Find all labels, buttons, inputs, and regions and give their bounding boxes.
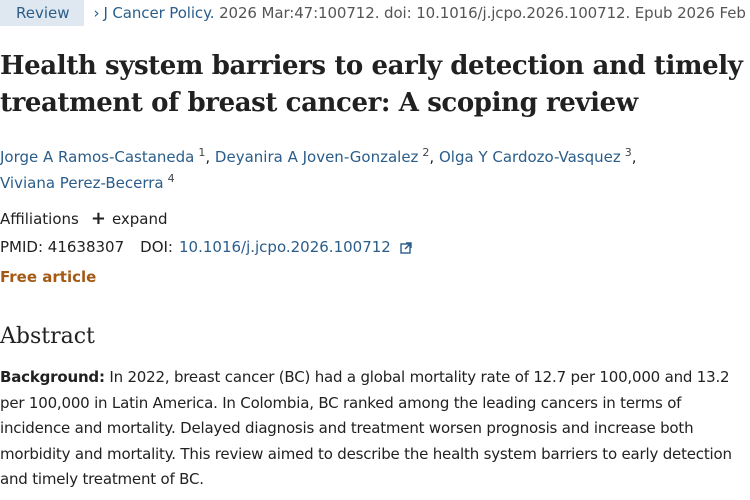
background-text: In 2022, breast cancer (BC) had a global… [0, 368, 732, 488]
external-link-icon [399, 241, 412, 254]
author-list: Jorge A Ramos-Castaneda 1, Deyanira A Jov… [0, 144, 750, 196]
pmid-value: 41638307 [47, 238, 125, 256]
affiliation-number[interactable]: 3 [624, 146, 632, 159]
free-article-badge: Free article [0, 268, 97, 286]
author-item: Olga Y Cardozo-Vasquez 3, [438, 146, 637, 166]
author-item: Deyanira A Joven-Gonzalez 2, [214, 146, 435, 166]
expand-affiliations-button[interactable]: + expand [91, 208, 168, 230]
author-link[interactable]: Jorge A Ramos-Castaneda [0, 148, 195, 166]
affiliation-number[interactable]: 2 [422, 146, 430, 159]
author-item: Viviana Perez-Becerra 4 [0, 172, 175, 192]
publication-type-badge: Review [0, 0, 84, 26]
citation-line: Review › J Cancer Policy. 2026 Mar:47:100… [0, 0, 750, 26]
author-link[interactable]: Olga Y Cardozo-Vasquez [438, 148, 621, 166]
affiliation-number[interactable]: 4 [167, 172, 175, 185]
citation-text: 2026 Mar:47:100712. doi: 10.1016/j.jcpo.… [219, 4, 750, 22]
citation-details: › J Cancer Policy. 2026 Mar:47:100712. do… [94, 4, 750, 22]
author-link[interactable]: Viviana Perez-Becerra [0, 174, 164, 192]
identifiers-row: PMID: 41638307 DOI: 10.1016/j.jcpo.2026.… [0, 236, 412, 258]
author-link[interactable]: Deyanira A Joven-Gonzalez [214, 148, 419, 166]
doi-link[interactable]: 10.1016/j.jcpo.2026.100712 [179, 236, 412, 258]
author-item: Jorge A Ramos-Castaneda 1, [0, 146, 211, 166]
journal-link[interactable]: J Cancer Policy. [103, 4, 215, 22]
background-label: Background: [0, 368, 105, 386]
pmid-label: PMID: [0, 238, 44, 256]
doi-label: DOI: [140, 238, 173, 256]
doi-value: 10.1016/j.jcpo.2026.100712 [179, 238, 391, 256]
abstract-background: Background: In 2022, breast cancer (BC) … [0, 365, 748, 493]
expand-label: expand [111, 210, 168, 228]
affiliations-label: Affiliations [0, 210, 79, 228]
abstract-heading: Abstract [0, 324, 95, 349]
chevron-right-icon: › [93, 4, 100, 22]
article-title: Health system barriers to early detectio… [0, 51, 743, 118]
affiliations-row: Affiliations + expand [0, 208, 168, 230]
plus-icon: + [90, 208, 106, 229]
affiliation-number[interactable]: 1 [198, 146, 206, 159]
